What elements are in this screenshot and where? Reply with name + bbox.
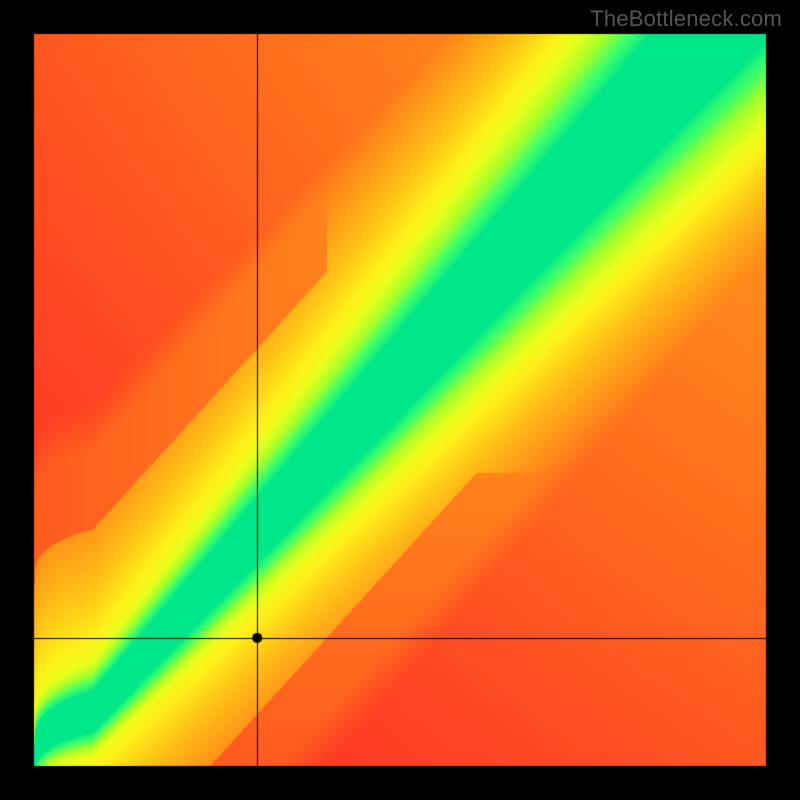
chart-container: TheBottleneck.com	[0, 0, 800, 800]
bottleneck-heatmap	[0, 0, 800, 800]
watermark-text: TheBottleneck.com	[590, 6, 782, 32]
